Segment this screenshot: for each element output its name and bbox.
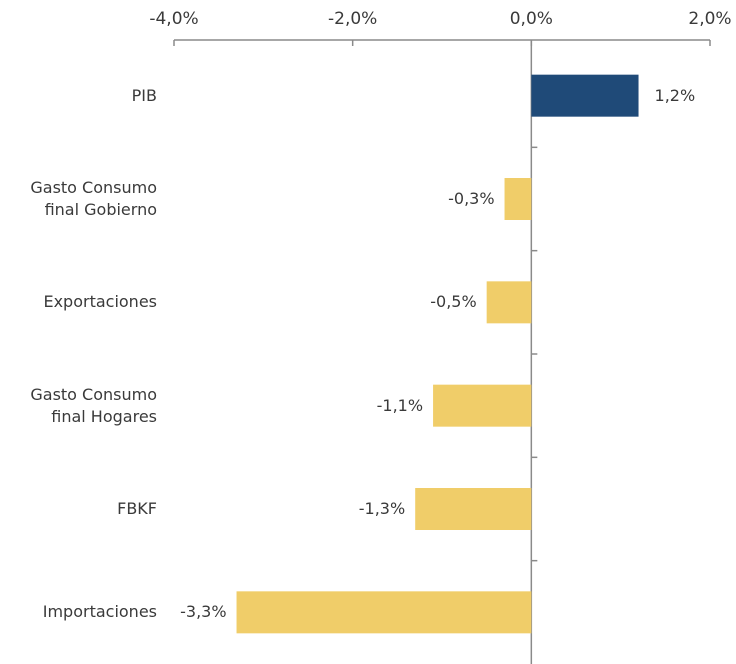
category-label: PIB	[131, 85, 157, 105]
category-label: FBKF	[117, 499, 157, 518]
category-label: Exportaciones	[43, 292, 157, 312]
value-label: -0,3%	[448, 189, 495, 208]
category-label: Gasto Consumo final Gobierno	[30, 178, 157, 219]
value-label: -3,3%	[180, 602, 227, 622]
value-label: 1,2%	[654, 85, 696, 105]
bar	[433, 384, 532, 427]
x-tick-label: -2,0%	[327, 9, 378, 29]
category-label: Gasto Consumo final Hogares	[30, 384, 157, 426]
bar	[236, 591, 532, 634]
bar	[415, 488, 532, 530]
bar	[504, 178, 532, 220]
category-label: Importaciones	[42, 602, 157, 622]
value-label: -1,3%	[358, 499, 406, 518]
value-label: -1,1%	[376, 395, 424, 415]
bar	[486, 281, 532, 324]
x-tick-label: 2,0%	[688, 9, 732, 29]
x-tick-label: 0,0%	[509, 9, 553, 29]
x-tick-label: -4,0%	[149, 9, 199, 29]
bar	[531, 74, 639, 117]
value-label: -0,5%	[430, 292, 477, 312]
